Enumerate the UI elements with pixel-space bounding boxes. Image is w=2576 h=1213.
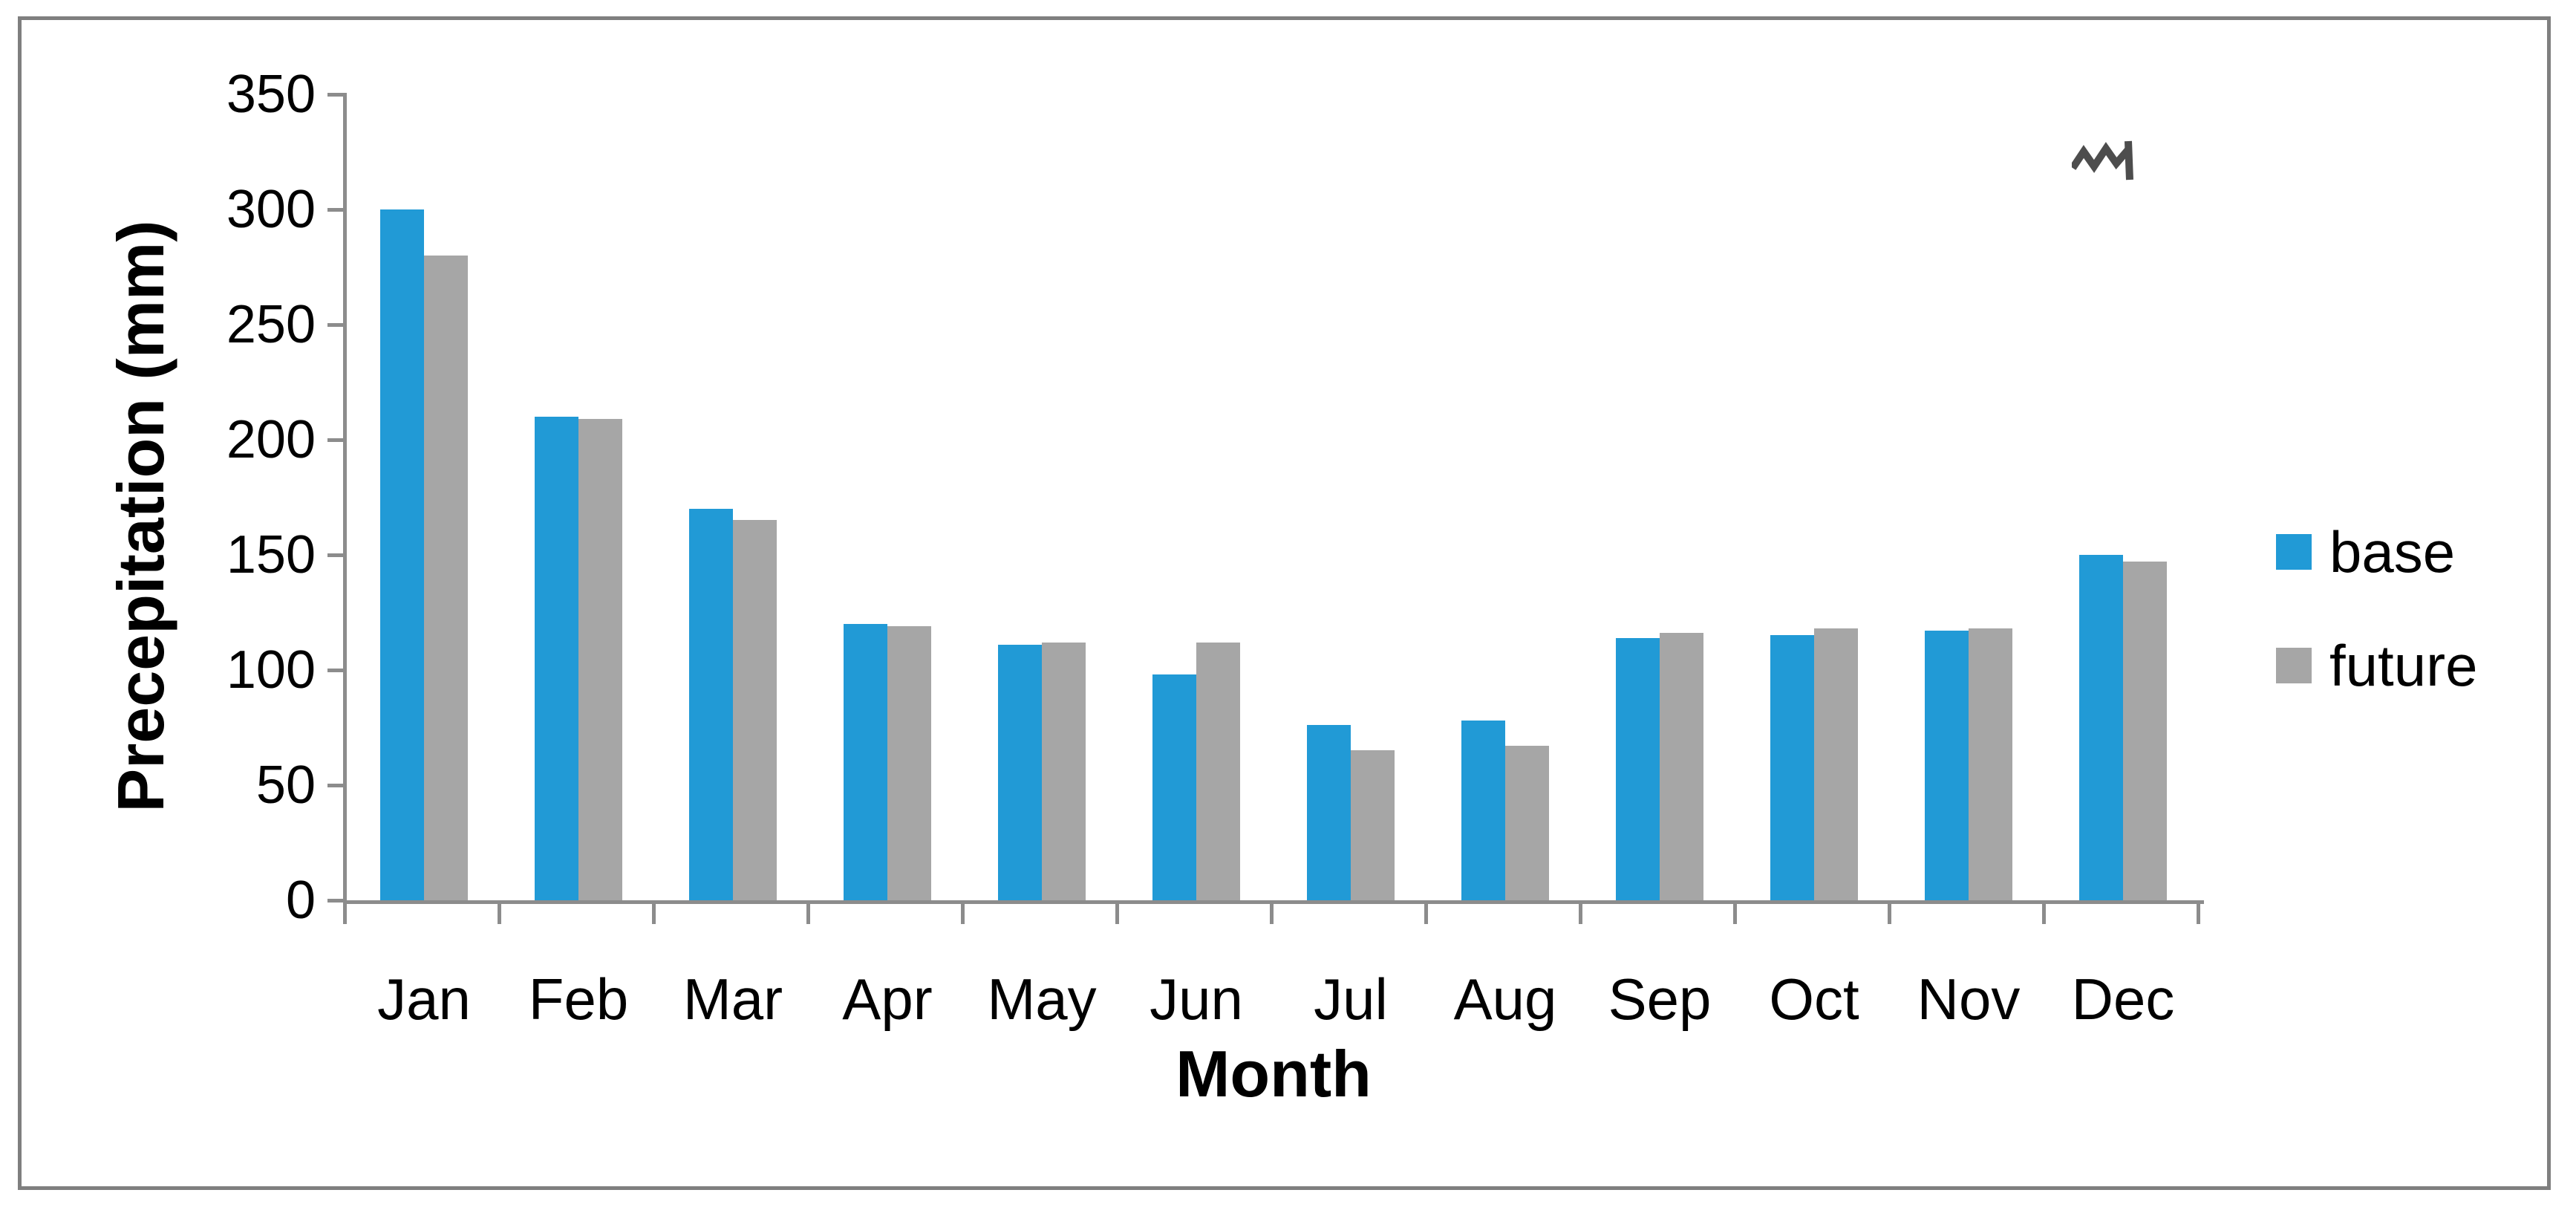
y-tick-300 <box>327 208 347 212</box>
x-tick-1 <box>498 900 501 924</box>
y-axis-title: Precepitation (mm) <box>104 220 177 813</box>
y-axis-line <box>343 94 347 924</box>
x-category-label-mar: Mar <box>682 966 783 1032</box>
bar-jul-base <box>1307 725 1351 900</box>
x-tick-2 <box>652 900 656 924</box>
legend-label-future: future <box>2329 633 2478 698</box>
bar-sep-future <box>1660 633 1703 900</box>
bar-aug-future <box>1505 746 1549 900</box>
bar-dec-future <box>2123 562 2167 900</box>
bar-apr-future <box>887 626 931 900</box>
y-tick-350 <box>327 93 347 97</box>
bar-feb-base <box>535 417 578 900</box>
x-tick-10 <box>1888 900 1891 924</box>
bar-oct-future <box>1814 628 1858 900</box>
legend-swatch-base <box>2276 534 2312 570</box>
x-tick-5 <box>1115 900 1119 924</box>
bar-may-base <box>998 645 1042 900</box>
bar-jun-base <box>1152 674 1196 900</box>
bar-may-future <box>1042 643 1086 900</box>
x-tick-11 <box>2042 900 2046 924</box>
y-tick-label-0: 0 <box>285 871 316 930</box>
bar-jun-future <box>1196 643 1240 900</box>
y-tick-label-350: 350 <box>226 65 316 124</box>
x-category-label-dec: Dec <box>2071 966 2175 1032</box>
y-tick-label-150: 150 <box>226 525 316 585</box>
legend-swatch-future <box>2276 648 2312 683</box>
legend-item-base: base <box>2276 523 2455 581</box>
x-tick-8 <box>1579 900 1582 924</box>
bar-oct-base <box>1770 635 1814 900</box>
y-tick-label-200: 200 <box>226 410 316 469</box>
x-category-label-oct: Oct <box>1769 966 1859 1032</box>
x-tick-3 <box>806 900 810 924</box>
x-tick-7 <box>1424 900 1428 924</box>
x-category-label-jan: Jan <box>377 966 471 1032</box>
x-category-label-feb: Feb <box>528 966 629 1032</box>
y-tick-100 <box>327 669 347 672</box>
legend-item-future: future <box>2276 637 2477 695</box>
y-tick-250 <box>327 323 347 327</box>
bar-apr-base <box>844 624 887 900</box>
x-category-label-sep: Sep <box>1608 966 1712 1032</box>
bar-jul-future <box>1351 750 1395 900</box>
y-tick-label-250: 250 <box>226 295 316 354</box>
legend-label-base: base <box>2329 519 2456 585</box>
x-tick-0 <box>343 900 347 924</box>
x-tick-9 <box>1733 900 1737 924</box>
y-tick-0 <box>327 899 347 903</box>
y-tick-200 <box>327 438 347 442</box>
x-category-label-aug: Aug <box>1453 966 1557 1032</box>
bar-feb-future <box>578 419 622 900</box>
x-tick-6 <box>1270 900 1274 924</box>
x-axis-title: Month <box>1175 1037 1372 1110</box>
bar-jan-base <box>380 209 424 900</box>
x-category-label-apr: Apr <box>842 966 933 1032</box>
bar-mar-future <box>733 520 777 900</box>
x-tick-12 <box>2197 900 2200 924</box>
x-category-label-jul: Jul <box>1314 966 1388 1032</box>
figure-border <box>18 16 2551 1190</box>
y-tick-150 <box>327 553 347 557</box>
bar-jan-future <box>424 256 468 900</box>
y-tick-50 <box>327 784 347 787</box>
y-tick-label-300: 300 <box>226 180 316 239</box>
bar-nov-base <box>1925 631 1969 900</box>
bar-sep-base <box>1616 638 1660 900</box>
bar-mar-base <box>689 509 733 900</box>
x-category-label-jun: Jun <box>1150 966 1243 1032</box>
x-axis-line <box>343 900 2204 904</box>
scribble-mark <box>2072 140 2133 181</box>
bar-aug-base <box>1461 721 1505 900</box>
x-category-label-may: May <box>987 966 1097 1032</box>
y-tick-label-50: 50 <box>255 755 316 815</box>
bar-dec-base <box>2079 555 2123 900</box>
y-tick-label-100: 100 <box>226 640 316 700</box>
x-category-label-nov: Nov <box>1917 966 2021 1032</box>
bar-nov-future <box>1969 628 2012 900</box>
x-tick-4 <box>961 900 965 924</box>
